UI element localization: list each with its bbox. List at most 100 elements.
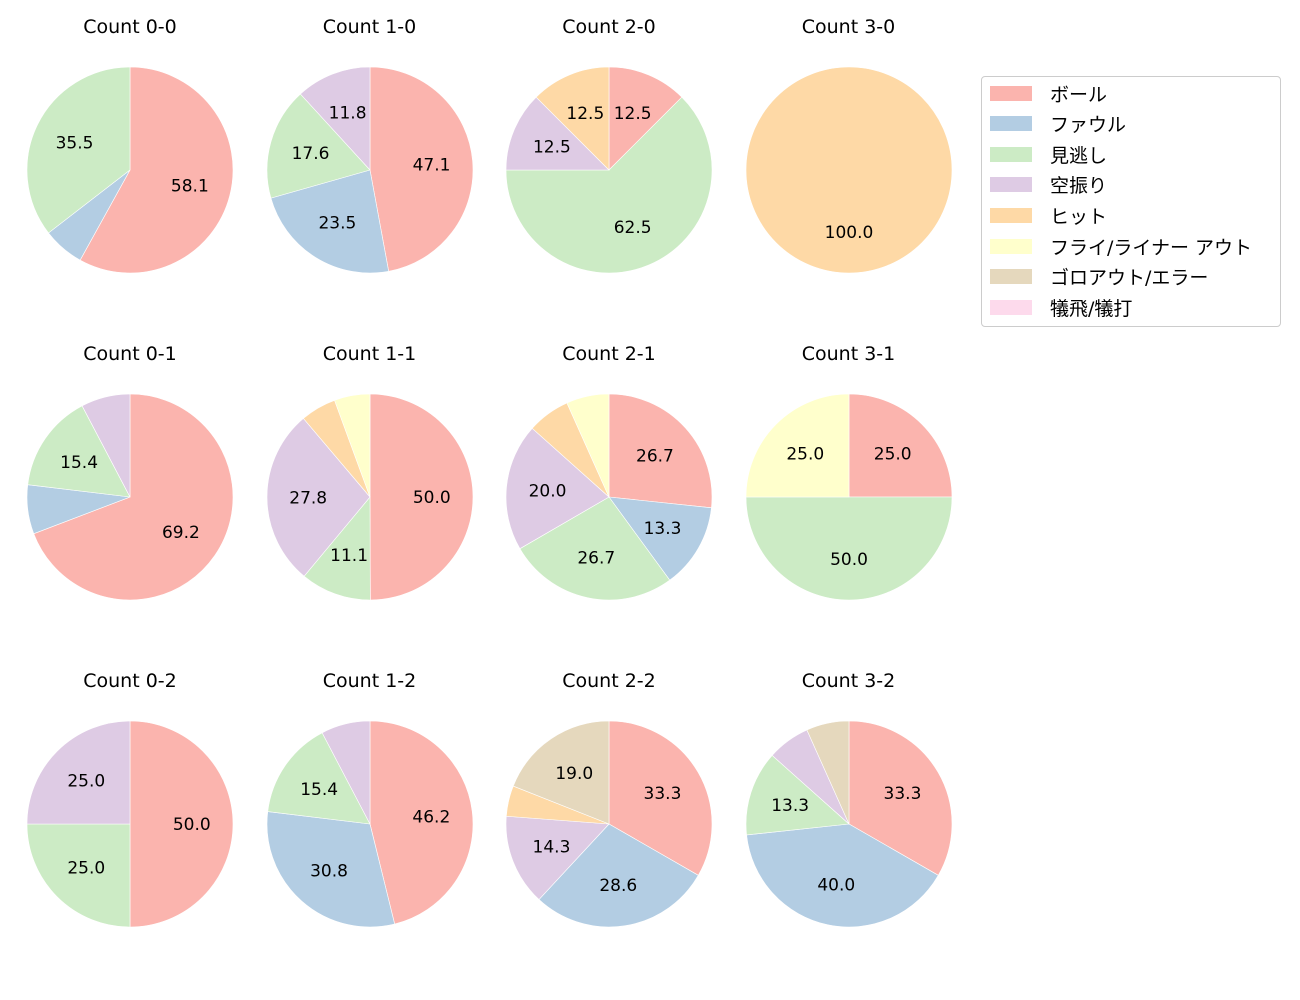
pie-chart: 50.0 25.0 25.0: [26, 720, 234, 928]
pie-title: Count 3-0: [801, 16, 896, 38]
pie-value-label: 15.4: [60, 453, 98, 473]
legend-swatch-icon: [990, 116, 1032, 132]
pie-slice: [608, 720, 713, 876]
pie-value-label: 33.3: [883, 784, 921, 804]
pie-value-label: 27.8: [289, 488, 327, 508]
pie-value-label: 46.2: [412, 808, 450, 828]
pie-value-label: 14.3: [533, 838, 571, 858]
pie-slice: [848, 393, 952, 498]
pie-value-label: 58.1: [171, 176, 209, 196]
pie-slice: [79, 66, 234, 274]
pie-slice: [608, 393, 713, 509]
pie-slice: [745, 66, 952, 274]
pie-panel: Count 2-1 26.7 13.3 26.7 20.0: [489, 327, 729, 627]
pie-value-label: 13.3: [644, 519, 682, 539]
legend-swatch-icon: [990, 238, 1032, 254]
pie-slice: [26, 66, 131, 234]
pie-slice: [745, 496, 952, 601]
pie-slice: [26, 720, 131, 825]
pie-value-label: 62.5: [614, 218, 652, 238]
pie-panel: Count 3-0 100.0: [729, 0, 969, 300]
pie-panel: Count 1-2 46.2 30.8 15.4: [250, 654, 490, 954]
pie-chart: 33.3 40.0 13.3: [745, 720, 952, 928]
pie-value-label: 25.0: [873, 444, 911, 464]
pie-title: Count 0-1: [83, 343, 177, 365]
pie-title: Count 0-0: [83, 16, 177, 38]
pie-title: Count 1-0: [322, 16, 417, 38]
legend-item: ファウル: [990, 112, 1126, 136]
pie-slice: [745, 823, 939, 928]
pie-panel: Count 3-1 25.0 50.0 25.0: [729, 327, 969, 627]
pie-slice: [745, 754, 850, 836]
pie-chart: 50.0 11.1 27.8: [266, 393, 473, 601]
pie-slice: [26, 823, 131, 928]
pie-chart: 58.1 35.5: [26, 66, 234, 274]
pie-slice: [512, 720, 610, 825]
pie-slice: [505, 427, 610, 550]
pie-value-label: 25.0: [67, 859, 105, 879]
pie-value-label: 40.0: [817, 875, 855, 895]
pie-value-label: 47.1: [412, 155, 450, 175]
legend-label: ファウル: [1050, 114, 1127, 137]
pie-value-label: 33.3: [644, 784, 682, 804]
pie-value-label: 50.0: [173, 815, 211, 835]
pie-slice: [745, 393, 849, 498]
legend-label: 犠飛/犠打: [1050, 297, 1133, 320]
pie-title: Count 2-0: [562, 16, 656, 38]
pie-value-label: 23.5: [318, 213, 356, 233]
pie-slice: [81, 393, 131, 498]
pie-value-label: 25.0: [786, 444, 824, 464]
pie-chart: 33.3 28.6 14.3 19.0: [505, 720, 713, 928]
pie-value-label: 50.0: [830, 550, 868, 570]
legend-swatch-icon: [990, 299, 1032, 315]
legend-item: 犠飛/犠打: [990, 295, 1133, 320]
pie-title: Count 1-2: [322, 670, 417, 692]
pie-panel: Count 1-0 47.1 23.5 17.6 11.8: [250, 0, 490, 300]
legend-swatch-icon: [990, 269, 1032, 285]
pie-panel: Count 1-1 50.0 11.1 27.8: [250, 327, 490, 627]
legend-label: 見逃し: [1050, 144, 1108, 167]
pie-slice: [848, 720, 952, 876]
pie-value-label: 12.5: [533, 137, 571, 157]
pie-value-label: 28.6: [599, 876, 637, 896]
pie-slice: [608, 496, 712, 581]
pie-slice: [369, 66, 473, 272]
pie-chart: 69.2 15.4: [26, 393, 234, 601]
legend-item: フライ/ライナー アウト: [990, 234, 1252, 259]
legend-swatch-icon: [990, 146, 1032, 162]
pie-value-label: 26.7: [636, 447, 674, 467]
pie-value-label: 20.0: [529, 482, 567, 502]
pie-value-label: 100.0: [824, 223, 873, 243]
pie-slice: [505, 96, 713, 274]
pie-slice: [266, 417, 370, 577]
pie-chart: 47.1 23.5 17.6 11.8: [266, 66, 473, 274]
pie-slice: [266, 811, 395, 928]
pie-slice: [129, 720, 234, 928]
pie-title: Count 2-2: [562, 670, 656, 692]
legend-label: ヒット: [1050, 205, 1108, 228]
pie-value-label: 11.8: [328, 103, 366, 123]
pie-slice: [333, 393, 370, 498]
pie-panel: Count 0-0 58.1 35.5: [10, 0, 250, 300]
pie-value-label: 12.5: [614, 104, 652, 124]
pie-slice: [369, 393, 473, 601]
pie-slice: [505, 96, 610, 171]
pie-chart: 100.0: [745, 66, 952, 274]
legend-item: 空振り: [990, 173, 1107, 197]
pie-value-label: 13.3: [771, 796, 809, 816]
legend-swatch-icon: [990, 177, 1032, 193]
pie-slice: [299, 66, 370, 171]
pie-slice: [270, 169, 389, 274]
pie-slice: [303, 496, 371, 601]
legend-label: ゴロアウト/エラー: [1050, 267, 1209, 290]
pie-title: Count 3-1: [801, 343, 896, 365]
pie-chart: 26.7 13.3 26.7 20.0: [505, 393, 713, 601]
pie-panel: Count 0-2 50.0 25.0 25.0: [10, 654, 250, 954]
pie-slice: [321, 720, 370, 825]
pie-title: Count 2-1: [562, 343, 656, 365]
pie-value-label: 26.7: [577, 548, 615, 568]
pie-slice: [566, 393, 610, 498]
pie-value-label: 12.5: [566, 104, 604, 124]
pie-slice: [806, 720, 849, 825]
pie-slice: [519, 496, 671, 601]
